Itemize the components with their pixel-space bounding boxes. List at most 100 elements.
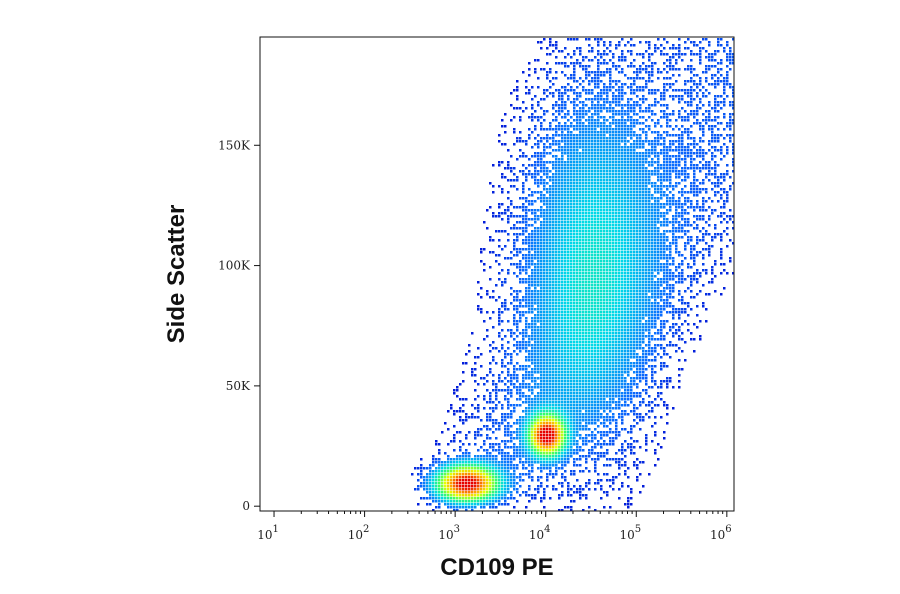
density-cell xyxy=(618,128,621,131)
density-cell xyxy=(579,158,582,161)
density-cell xyxy=(462,473,465,476)
density-cell xyxy=(588,404,591,407)
density-cell xyxy=(591,119,594,122)
density-cell xyxy=(453,497,456,500)
density-cell xyxy=(507,503,510,506)
density-cell xyxy=(579,251,582,254)
density-cell xyxy=(588,488,591,491)
density-cell xyxy=(618,119,621,122)
density-cell xyxy=(531,371,534,374)
density-cell xyxy=(555,287,558,290)
density-cell xyxy=(615,122,618,125)
density-cell xyxy=(576,440,579,443)
density-cell xyxy=(585,89,588,92)
density-cell xyxy=(612,317,615,320)
density-cell xyxy=(597,407,600,410)
density-cell xyxy=(465,455,468,458)
density-cell xyxy=(573,410,576,413)
density-cell xyxy=(564,113,567,116)
density-cell xyxy=(558,122,561,125)
density-cell xyxy=(576,353,579,356)
density-cell xyxy=(603,266,606,269)
density-cell xyxy=(549,335,552,338)
density-cell xyxy=(540,356,543,359)
density-cell xyxy=(573,332,576,335)
density-cell xyxy=(558,383,561,386)
density-cell xyxy=(609,362,612,365)
density-cell xyxy=(609,41,612,44)
density-cell xyxy=(528,62,531,65)
density-cell xyxy=(591,326,594,329)
density-cell xyxy=(612,146,615,149)
density-cell xyxy=(564,242,567,245)
density-cell xyxy=(549,374,552,377)
density-cell xyxy=(576,395,579,398)
density-cell xyxy=(591,113,594,116)
density-cell xyxy=(567,215,570,218)
density-cell xyxy=(519,461,522,464)
density-cell xyxy=(606,269,609,272)
density-cell xyxy=(543,170,546,173)
density-cell xyxy=(558,272,561,275)
density-cell xyxy=(453,503,456,506)
density-cell xyxy=(597,359,600,362)
density-cell xyxy=(606,107,609,110)
density-cell xyxy=(531,248,534,251)
density-cell xyxy=(615,434,618,437)
density-cell xyxy=(612,56,615,59)
density-cell xyxy=(477,416,480,419)
density-cell xyxy=(552,83,555,86)
density-cell xyxy=(531,296,534,299)
density-cell xyxy=(576,263,579,266)
density-cell xyxy=(531,212,534,215)
density-cell xyxy=(573,233,576,236)
density-cell xyxy=(501,422,504,425)
density-cell xyxy=(603,443,606,446)
density-cell xyxy=(441,464,444,467)
density-cell xyxy=(438,506,441,509)
density-cell xyxy=(600,284,603,287)
density-cell xyxy=(582,218,585,221)
density-cell xyxy=(567,368,570,371)
density-cell xyxy=(567,434,570,437)
density-cell xyxy=(519,434,522,437)
density-cell xyxy=(549,170,552,173)
density-cell xyxy=(453,389,456,392)
density-cell xyxy=(585,155,588,158)
density-cell xyxy=(609,422,612,425)
density-cell xyxy=(597,332,600,335)
density-cell xyxy=(519,317,522,320)
density-cell xyxy=(531,416,534,419)
density-cell xyxy=(555,347,558,350)
density-cell xyxy=(450,506,453,509)
density-cell xyxy=(615,179,618,182)
density-cell xyxy=(513,143,516,146)
density-cell xyxy=(558,191,561,194)
density-cell xyxy=(561,101,564,104)
density-cell xyxy=(456,464,459,467)
density-cell xyxy=(570,410,573,413)
density-cell xyxy=(459,461,462,464)
density-cell xyxy=(510,215,513,218)
density-cell xyxy=(585,164,588,167)
density-cell xyxy=(612,407,615,410)
density-cell xyxy=(594,251,597,254)
density-cell xyxy=(606,227,609,230)
density-cell xyxy=(432,479,435,482)
density-cell xyxy=(483,440,486,443)
density-cell xyxy=(537,308,540,311)
density-cell xyxy=(528,170,531,173)
density-cell xyxy=(534,431,537,434)
density-cell xyxy=(546,443,549,446)
density-cell xyxy=(564,122,567,125)
density-cell xyxy=(603,335,606,338)
density-cell xyxy=(603,224,606,227)
density-cell xyxy=(498,263,501,266)
density-cell xyxy=(570,299,573,302)
density-cell xyxy=(561,257,564,260)
density-cell xyxy=(534,347,537,350)
density-cell xyxy=(606,329,609,332)
density-cell xyxy=(516,95,519,98)
density-cell xyxy=(603,275,606,278)
density-cell xyxy=(537,371,540,374)
